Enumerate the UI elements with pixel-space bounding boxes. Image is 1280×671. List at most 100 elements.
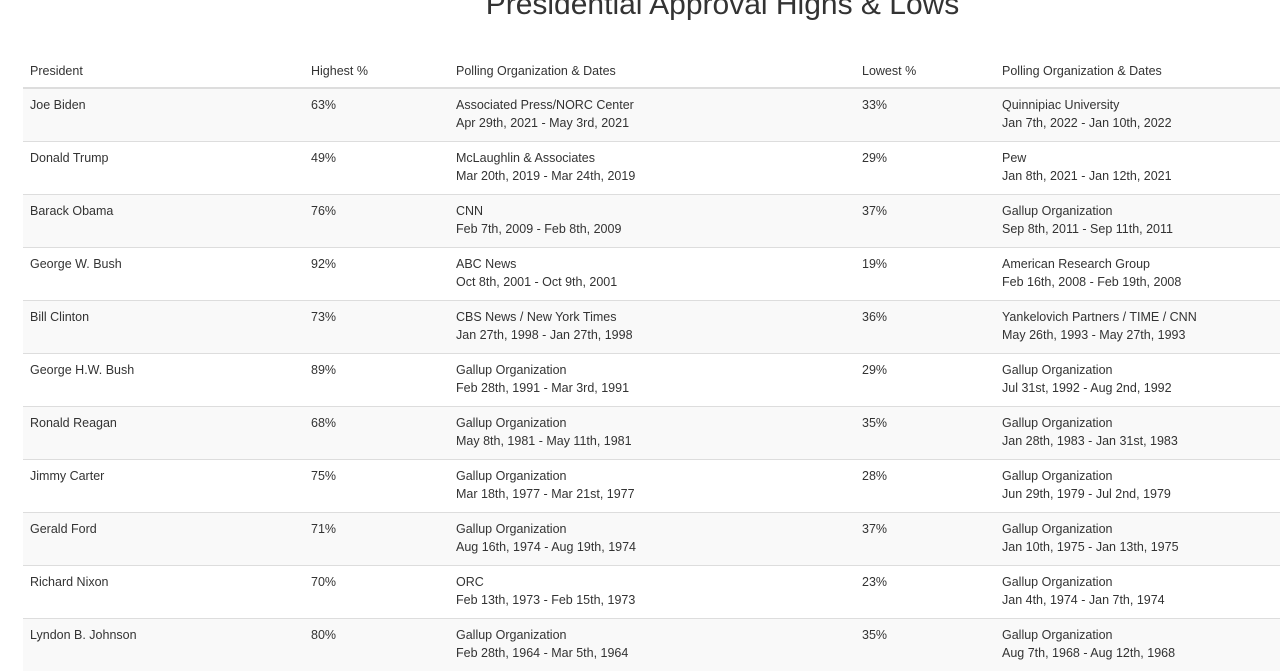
high-polling-org: Gallup Organization (456, 467, 855, 485)
highest-value: 89% (311, 361, 449, 379)
low-polling-org: Gallup Organization (1002, 520, 1280, 538)
highest-cell: 49% (304, 142, 449, 195)
high-polling-org: CNN (456, 202, 855, 220)
high-polling-dates: Aug 16th, 1974 - Aug 19th, 1974 (456, 538, 855, 556)
highest-value: 92% (311, 255, 449, 273)
president-cell: Ronald Reagan (23, 407, 304, 460)
lowest-cell: 37% (855, 513, 995, 566)
lowest-cell: 37% (855, 195, 995, 248)
lowest-value: 37% (862, 520, 995, 538)
president-name: Ronald Reagan (30, 414, 304, 432)
low-polling-dates: Feb 16th, 2008 - Feb 19th, 2008 (1002, 273, 1280, 291)
lowest-value: 33% (862, 96, 995, 114)
high-polling-dates: Feb 28th, 1991 - Mar 3rd, 1991 (456, 379, 855, 397)
header-high-polling: Polling Organization & Dates (449, 54, 855, 88)
high-polling-org: Gallup Organization (456, 414, 855, 432)
lowest-value: 23% (862, 573, 995, 591)
high-polling-org: Gallup Organization (456, 520, 855, 538)
highest-cell: 89% (304, 354, 449, 407)
header-highest: Highest % (304, 54, 449, 88)
president-cell: Bill Clinton (23, 301, 304, 354)
low-polling-dates: Jun 29th, 1979 - Jul 2nd, 1979 (1002, 485, 1280, 503)
president-name: George W. Bush (30, 255, 304, 273)
president-name: Jimmy Carter (30, 467, 304, 485)
header-low-polling: Polling Organization & Dates (995, 54, 1280, 88)
president-name: Donald Trump (30, 149, 304, 167)
lowest-value: 35% (862, 414, 995, 432)
high-polling-dates: Apr 29th, 2021 - May 3rd, 2021 (456, 114, 855, 132)
highest-cell: 63% (304, 88, 449, 142)
high-polling-org: ORC (456, 573, 855, 591)
high-polling-dates: Feb 13th, 1973 - Feb 15th, 1973 (456, 591, 855, 609)
low-polling-org: Gallup Organization (1002, 467, 1280, 485)
lowest-cell: 29% (855, 354, 995, 407)
high-polling-org: Gallup Organization (456, 361, 855, 379)
lowest-cell: 33% (855, 88, 995, 142)
low-polling-dates: Sep 8th, 2011 - Sep 11th, 2011 (1002, 220, 1280, 238)
high-polling-dates: Oct 8th, 2001 - Oct 9th, 2001 (456, 273, 855, 291)
highest-cell: 76% (304, 195, 449, 248)
high-polling-dates: Mar 18th, 1977 - Mar 21st, 1977 (456, 485, 855, 503)
low-polling-org: Quinnipiac University (1002, 96, 1280, 114)
highest-cell: 73% (304, 301, 449, 354)
high-polling-dates: Feb 7th, 2009 - Feb 8th, 2009 (456, 220, 855, 238)
low-polling-dates: Jan 7th, 2022 - Jan 10th, 2022 (1002, 114, 1280, 132)
lowest-value: 35% (862, 626, 995, 644)
low-polling-org: Pew (1002, 149, 1280, 167)
low-polling-dates: May 26th, 1993 - May 27th, 1993 (1002, 326, 1280, 344)
highest-value: 76% (311, 202, 449, 220)
president-cell: Richard Nixon (23, 566, 304, 619)
lowest-cell: 36% (855, 301, 995, 354)
high-polling-org: Gallup Organization (456, 626, 855, 644)
president-name: Richard Nixon (30, 573, 304, 591)
lowest-value: 37% (862, 202, 995, 220)
header-president: President (23, 54, 304, 88)
president-cell: Donald Trump (23, 142, 304, 195)
high-polling-dates: Feb 28th, 1964 - Mar 5th, 1964 (456, 644, 855, 662)
high-polling-org: CBS News / New York Times (456, 308, 855, 326)
president-cell: George H.W. Bush (23, 354, 304, 407)
highest-value: 70% (311, 573, 449, 591)
lowest-value: 19% (862, 255, 995, 273)
highest-cell: 80% (304, 619, 449, 671)
low-polling-dates: Jan 4th, 1974 - Jan 7th, 1974 (1002, 591, 1280, 609)
president-cell: Gerald Ford (23, 513, 304, 566)
low-polling-dates: Jan 8th, 2021 - Jan 12th, 2021 (1002, 167, 1280, 185)
highest-cell: 71% (304, 513, 449, 566)
high-polling-dates: May 8th, 1981 - May 11th, 1981 (456, 432, 855, 450)
highest-value: 63% (311, 96, 449, 114)
president-cell: Lyndon B. Johnson (23, 619, 304, 671)
lowest-value: 29% (862, 149, 995, 167)
president-name: Gerald Ford (30, 520, 304, 538)
lowest-cell: 35% (855, 407, 995, 460)
table-header-row: President Highest % Polling Organization… (23, 54, 1280, 88)
lowest-cell: 35% (855, 619, 995, 671)
president-cell: Jimmy Carter (23, 460, 304, 513)
highest-cell: 68% (304, 407, 449, 460)
lowest-cell: 29% (855, 142, 995, 195)
highest-value: 49% (311, 149, 449, 167)
low-polling-dates: Jul 31st, 1992 - Aug 2nd, 1992 (1002, 379, 1280, 397)
page-title: Presidential Approval Highs & Lows (0, 0, 1280, 23)
